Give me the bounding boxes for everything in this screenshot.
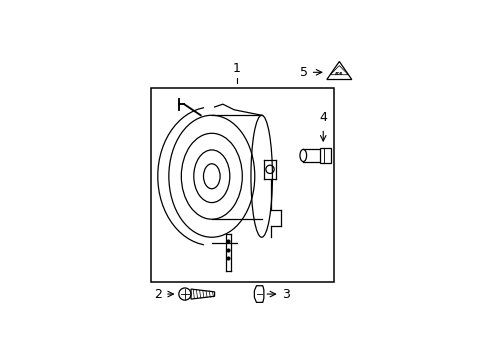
Text: 4: 4 bbox=[319, 111, 326, 124]
Text: 1: 1 bbox=[232, 62, 240, 75]
Text: 2: 2 bbox=[154, 288, 162, 301]
Bar bbox=[319, 148, 330, 163]
Text: ADR: ADR bbox=[334, 72, 343, 76]
Bar bbox=[150, 87, 333, 282]
Text: 5: 5 bbox=[299, 66, 307, 79]
Text: 3: 3 bbox=[282, 288, 290, 301]
